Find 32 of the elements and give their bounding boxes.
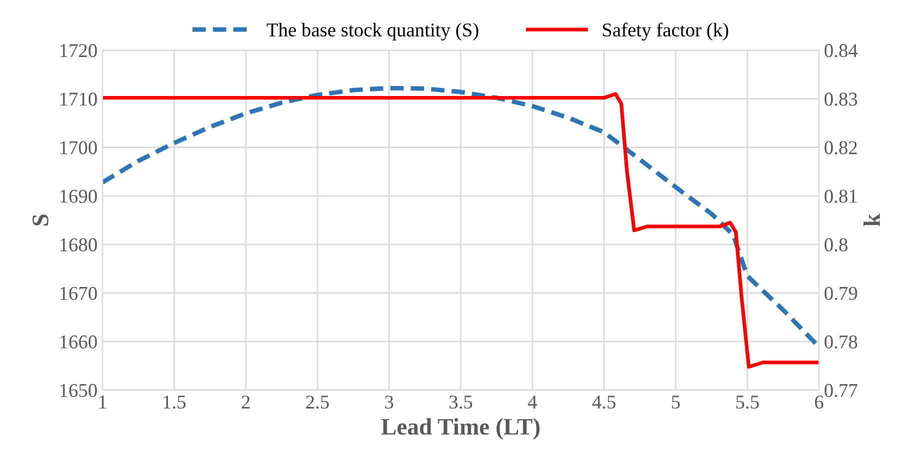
x-tick-label: 1.5 <box>164 396 186 409</box>
y2-tick-label: 0.79 <box>824 286 858 300</box>
y2-tick-label: 0.83 <box>824 92 858 106</box>
y2-tick-label: 0.81 <box>824 190 857 203</box>
y2-axis-title: k <box>863 214 880 226</box>
x-tick-label: 5 <box>672 396 680 409</box>
y-axis-title: S <box>32 214 48 226</box>
y-tick-label: 1670 <box>60 286 97 300</box>
y2-tick-label: 0.84 <box>824 44 858 58</box>
x-tick-label: 2 <box>242 396 250 408</box>
y2-tick-label: 0.78 <box>824 335 858 349</box>
y2-tick-label: 0.82 <box>824 141 857 154</box>
x-tick-label: 2.5 <box>306 396 329 409</box>
x-tick-label: 4 <box>528 396 537 408</box>
x-tick-label: 1 <box>99 396 106 408</box>
y-tick-label: 1680 <box>60 238 97 252</box>
y-tick-label: 1650 <box>60 384 97 398</box>
y-tick-label: 1720 <box>60 44 97 58</box>
x-tick-label: 6 <box>814 396 824 409</box>
y-tick-label: 1690 <box>60 190 97 203</box>
x-tick-label: 5.5 <box>736 396 759 409</box>
x-tick-label: 4.5 <box>592 396 616 409</box>
x-tick-label: 3.5 <box>450 396 472 409</box>
legend-label: The base stock quantity (S) <box>266 22 478 41</box>
y-tick-label: 1660 <box>60 335 97 348</box>
legend-label: Safety factor (k) <box>602 22 728 41</box>
y-tick-label: 1710 <box>60 92 97 106</box>
x-axis-title: Lead Time (LT) <box>381 418 540 440</box>
y-tick-label: 1700 <box>60 141 97 154</box>
y2-tick-label: 0.8 <box>824 238 848 252</box>
y2-tick-label: 0.77 <box>824 384 858 398</box>
x-tick-label: 3 <box>385 396 394 409</box>
